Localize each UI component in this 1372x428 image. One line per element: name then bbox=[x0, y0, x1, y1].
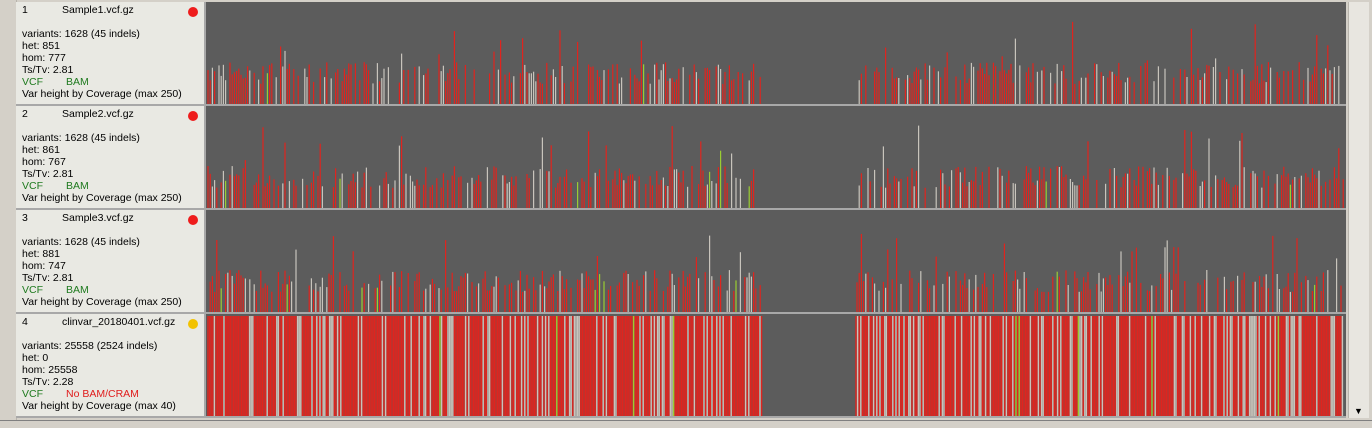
left-gutter bbox=[0, 0, 17, 420]
tstv-ratio: Ts/Tv: 2.81 bbox=[22, 168, 74, 180]
variant-bars bbox=[209, 234, 1342, 312]
variant-plot[interactable] bbox=[206, 210, 1346, 312]
track-index: 2 bbox=[22, 108, 28, 120]
height-mode[interactable]: Var height by Coverage (max 250) bbox=[22, 88, 182, 100]
track-info-panel[interactable]: 4 clinvar_20180401.vcf.gz variants: 2555… bbox=[16, 314, 206, 416]
variants-count: variants: 1628 (45 indels) bbox=[22, 132, 140, 144]
track-4: 4 clinvar_20180401.vcf.gz variants: 2555… bbox=[16, 314, 1346, 418]
tstv-ratio: Ts/Tv: 2.28 bbox=[22, 376, 74, 388]
hom-count: hom: 777 bbox=[22, 52, 66, 64]
vcf-label[interactable]: VCF bbox=[22, 76, 43, 88]
vcf-label[interactable]: VCF bbox=[22, 180, 43, 192]
variant-plot[interactable] bbox=[206, 106, 1346, 208]
variant-plot[interactable] bbox=[206, 2, 1346, 104]
status-dot-icon[interactable] bbox=[188, 319, 198, 329]
variants-count: variants: 1628 (45 indels) bbox=[22, 236, 140, 248]
hom-count: hom: 747 bbox=[22, 260, 66, 272]
track-info-panel[interactable]: 2 Sample2.vcf.gz variants: 1628 (45 inde… bbox=[16, 106, 206, 208]
het-count: het: 0 bbox=[22, 352, 49, 364]
status-dot-icon[interactable] bbox=[188, 215, 198, 225]
variant-bars bbox=[207, 125, 1344, 208]
vcf-label[interactable]: VCF bbox=[22, 388, 43, 400]
track-index: 1 bbox=[22, 4, 28, 16]
height-mode[interactable]: Var height by Coverage (max 40) bbox=[22, 400, 176, 412]
height-mode[interactable]: Var height by Coverage (max 250) bbox=[22, 296, 182, 308]
track-filename: Sample2.vcf.gz bbox=[62, 108, 134, 120]
tstv-ratio: Ts/Tv: 2.81 bbox=[22, 64, 74, 76]
hom-count: hom: 25558 bbox=[22, 364, 78, 376]
track-index: 3 bbox=[22, 212, 28, 224]
het-count: het: 861 bbox=[22, 144, 60, 156]
vcf-label[interactable]: VCF bbox=[22, 284, 43, 296]
height-mode[interactable]: Var height by Coverage (max 250) bbox=[22, 192, 182, 204]
status-dot-icon[interactable] bbox=[188, 111, 198, 121]
track-info-panel[interactable]: 3 Sample3.vcf.gz variants: 1628 (45 inde… bbox=[16, 210, 206, 312]
bam-label[interactable]: BAM bbox=[66, 284, 89, 296]
scroll-down-icon[interactable]: ▼ bbox=[1354, 406, 1363, 416]
variants-count: variants: 1628 (45 indels) bbox=[22, 28, 140, 40]
vertical-scrollbar[interactable]: ▼ bbox=[1348, 2, 1369, 418]
status-dot-icon[interactable] bbox=[188, 7, 198, 17]
het-count: het: 851 bbox=[22, 40, 60, 52]
track-list: 1 Sample1.vcf.gz variants: 1628 (45 inde… bbox=[16, 2, 1346, 418]
track-2: 2 Sample2.vcf.gz variants: 1628 (45 inde… bbox=[16, 106, 1346, 210]
track-1: 1 Sample1.vcf.gz variants: 1628 (45 inde… bbox=[16, 2, 1346, 106]
variants-count: variants: 25558 (2524 indels) bbox=[22, 340, 158, 352]
track-filename: Sample3.vcf.gz bbox=[62, 212, 134, 224]
track-filename: Sample1.vcf.gz bbox=[62, 4, 134, 16]
bottom-border bbox=[0, 420, 1372, 428]
bam-label[interactable]: BAM bbox=[66, 76, 89, 88]
bam-label[interactable]: No BAM/CRAM bbox=[66, 388, 139, 400]
hom-count: hom: 767 bbox=[22, 156, 66, 168]
track-3: 3 Sample3.vcf.gz variants: 1628 (45 inde… bbox=[16, 210, 1346, 314]
track-index: 4 bbox=[22, 316, 28, 328]
variant-plot[interactable] bbox=[206, 314, 1346, 416]
bam-label[interactable]: BAM bbox=[66, 180, 89, 192]
variant-bars bbox=[207, 316, 1344, 416]
het-count: het: 881 bbox=[22, 248, 60, 260]
track-filename: clinvar_20180401.vcf.gz bbox=[62, 316, 176, 328]
variant-bars bbox=[207, 21, 1340, 104]
tstv-ratio: Ts/Tv: 2.81 bbox=[22, 272, 74, 284]
track-info-panel[interactable]: 1 Sample1.vcf.gz variants: 1628 (45 inde… bbox=[16, 2, 206, 104]
